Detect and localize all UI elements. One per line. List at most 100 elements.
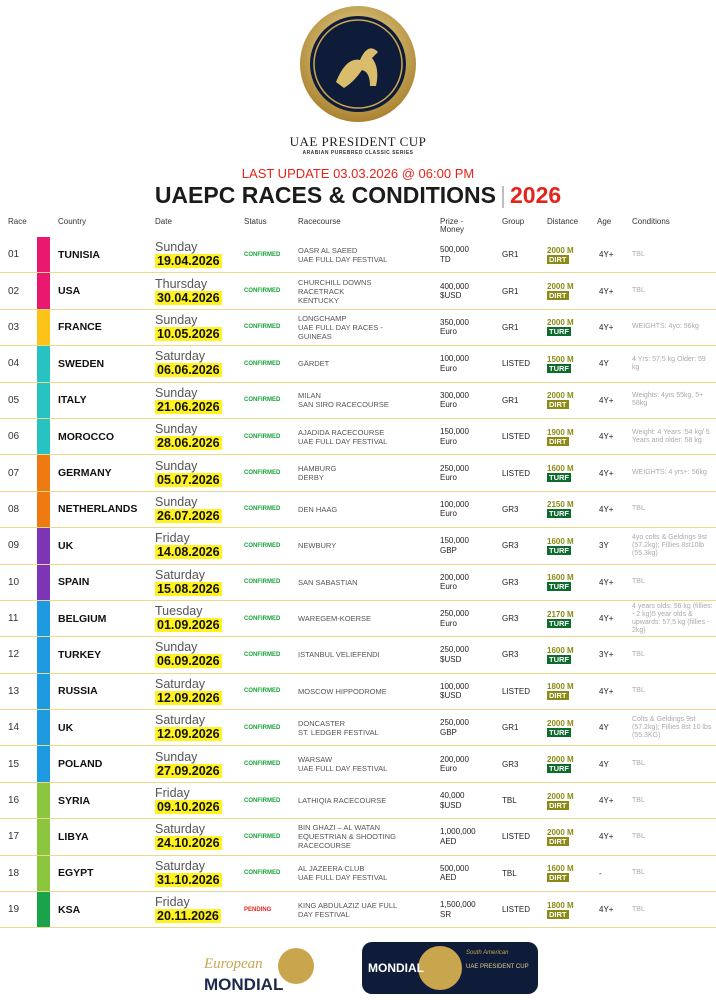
prize-line: 40,000 [440,791,465,801]
conditions: Weight: 4 Years :54 kg/ 5 Years and olde… [632,428,710,444]
date: 30.04.2026 [155,290,222,305]
racecourse-line: HAMBURG [298,464,337,474]
date: 27.09.2026 [155,763,222,778]
date-cell: Friday 09.10.2026 [155,783,222,818]
conditions: TBL [632,796,645,804]
age: 4Y [599,723,609,733]
surface: DIRT [547,400,569,410]
status: CONFIRMED [244,288,281,295]
prize-line: AED [440,873,457,883]
date: 09.10.2026 [155,800,222,815]
table-row: 19 KSA Friday 20.11.2026 PENDING KING ABDULAZ… [0,892,716,929]
distance: 2000 M [547,245,574,255]
group: LISTED [502,832,531,842]
age: 4Y+ [599,832,614,842]
age: 4Y+ [599,504,614,514]
surface: TURF [547,582,571,592]
prize-line: GBP [440,545,457,555]
group: LISTED [502,686,531,696]
age: 4Y+ [599,686,614,696]
color-stripe [37,273,50,309]
prize: 250,000 $USD [440,637,469,672]
table-row: 06 MOROCCO Sunday 28.06.2026 CONFIRMED AJADID… [0,418,716,456]
racecourse: GÄRDET [298,346,329,381]
age: 4Y+ [599,395,614,405]
column-header: Racecourse [298,217,341,226]
conditions: 4 years olds: 56 kg (fillies: - 2 kg)5 y… [632,602,713,634]
group: LISTED [502,905,531,915]
color-stripe [37,309,50,346]
racecourse-line: MOSCOW HIPPODROME [298,686,387,696]
distance-cell: 2000 M DIRT [547,273,574,308]
date-cell: Sunday 06.09.2026 [155,637,222,672]
conditions: WEIGHTS: 4yo: 56kg [632,323,699,331]
race-number: 19 [8,904,20,916]
country: LIBYA [58,830,89,843]
conditions: TBL [632,832,645,840]
racecourse: SAN SABASTIAN [298,565,358,600]
racecourse-line: AJADIDA RACECOURSE [298,427,385,437]
date: 10.05.2026 [155,326,222,341]
distance: 2000 M [547,791,574,801]
date-cell: Sunday 21.06.2026 [155,383,222,418]
table-row: 04 SWEDEN Saturday 06.06.2026 CONFIRMED GÄRDE… [0,346,716,383]
date-cell: Saturday 06.06.2026 [155,346,222,381]
racecourse: DEN HAAG [298,492,337,527]
table-row: 13 RUSSIA Saturday 12.09.2026 CONFIRMED MOSCO… [0,673,716,711]
distance-cell: 2000 M TURF [547,310,574,345]
prize: 400,000 $USD [440,273,469,308]
prize-line: 200,000 [440,572,469,582]
status: CONFIRMED [244,833,281,840]
surface: TURF [547,545,571,555]
prize-line: $USD [440,654,462,664]
color-stripe [37,491,50,528]
table-row: 10 SPAIN Saturday 15.08.2026 CONFIRMED SAN SA… [0,564,716,601]
group: GR3 [502,614,519,624]
status: CONFIRMED [244,324,281,331]
weekday: Saturday [155,858,206,873]
surface: TURF [547,727,571,737]
color-stripe [37,819,50,855]
surface: DIRT [547,800,569,810]
distance-cell: 2170 M TURF [547,601,574,636]
race-number: 12 [8,649,20,661]
prize-line: GBP [440,727,457,737]
status: CONFIRMED [244,797,281,804]
weekday: Saturday [155,822,206,837]
color-stripe [37,892,50,928]
table-row: 08 NETHERLANDS Sunday 26.07.2026 CONFIRMED DE… [0,491,716,529]
date-cell: Saturday 31.10.2026 [155,856,222,891]
color-stripe [37,564,50,600]
racecourse-line: UAE FULL DAY FESTIVAL [298,873,388,883]
distance-cell: 1600 M TURF [547,637,574,672]
racecourse-line: NEWBURY [298,541,337,551]
color-stripe [37,600,50,637]
weekday: Friday [155,786,190,801]
date: 06.06.2026 [155,363,222,378]
racecourse-line: LONGCHAMP [298,313,347,323]
conditions: Weights: 4yrs 55kg, 5+ 58kg [632,392,704,408]
prize-line: 250,000 [440,645,469,655]
color-stripe [37,455,50,491]
weekday: Saturday [155,567,206,582]
date: 12.09.2026 [155,690,222,705]
race-number: 02 [8,285,20,297]
age: 4Y+ [599,577,614,587]
logo [300,6,416,122]
status: CONFIRMED [244,761,281,768]
prize: 350,000 Euro [440,310,469,345]
racecourse: AL JAZEERA CLUB UAE FULL DAY FESTIVAL [298,856,387,891]
race-number: 09 [8,540,20,552]
racecourse-line: WAREGEM-KOERSE [298,614,372,624]
prize-line: $USD [440,291,462,301]
prize: 150,000 GBP [440,528,469,563]
country: POLAND [58,758,103,771]
date: 20.11.2026 [155,909,221,924]
country: SWEDEN [58,357,105,370]
country: KSA [58,903,81,916]
surface: DIRT [547,873,569,883]
weekday: Sunday [155,458,198,473]
prize: 100,000 Euro [440,346,469,381]
racecourse-line: EQUESTRIAN & SHOOTING [298,832,396,842]
distance: 2000 M [547,282,574,292]
